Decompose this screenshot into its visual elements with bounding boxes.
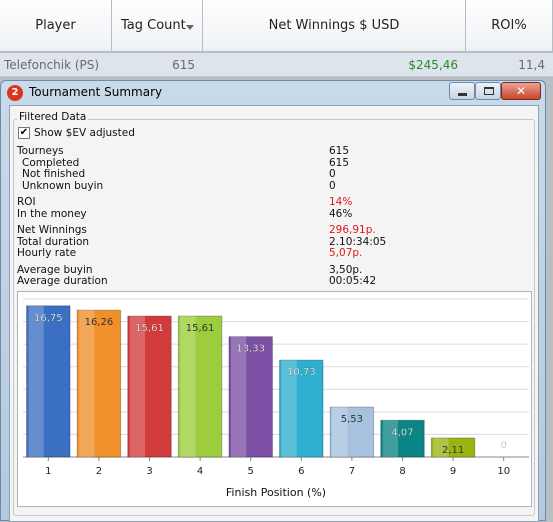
stat-label: Hourly rate bbox=[17, 247, 77, 259]
chart: 1 16,75 2 16,26 3 15,61 4 15,61 5 13,33 6 10,73 7 5,5… bbox=[17, 291, 532, 507]
stat-value: 46% bbox=[329, 207, 353, 220]
checkbox[interactable]: ✔ bbox=[18, 127, 30, 139]
stat-value: 0 bbox=[329, 168, 336, 180]
table-cell: 615 bbox=[172, 58, 195, 72]
bar-shine bbox=[433, 437, 449, 457]
column-header[interactable]: Net Winnings $ USD bbox=[203, 0, 466, 52]
x-tick-label: 6 bbox=[298, 466, 304, 477]
window-icon: 2 bbox=[7, 85, 23, 101]
x-tick-label: 2 bbox=[96, 466, 102, 477]
x-tick-label: 7 bbox=[349, 466, 355, 477]
group-box bbox=[13, 119, 535, 516]
value-label: 5,53 bbox=[341, 414, 363, 425]
x-tick-label: 3 bbox=[146, 466, 152, 477]
bar bbox=[430, 437, 476, 458]
table-cell: Telefonchik (PS) bbox=[4, 58, 100, 72]
stat-value: 14% bbox=[329, 196, 353, 208]
stat-label: Tourneys bbox=[17, 145, 64, 157]
stat-label: In the money bbox=[17, 207, 87, 220]
value-label: 4,07 bbox=[391, 427, 413, 438]
stat-label: Not finished bbox=[22, 168, 86, 180]
bar-shine bbox=[281, 360, 297, 457]
stat-label: Net Winnings bbox=[17, 224, 87, 236]
stat-value: 5,07р. bbox=[329, 247, 363, 259]
bar bbox=[26, 305, 71, 458]
bar-shine bbox=[382, 420, 398, 457]
value-label: 10,73 bbox=[287, 367, 316, 378]
bar-shine bbox=[79, 310, 95, 457]
table-cell: 11,4 bbox=[518, 58, 545, 72]
minimize-button[interactable] bbox=[449, 82, 475, 100]
stat-label: Average duration bbox=[17, 275, 108, 287]
value-label: 16,75 bbox=[34, 313, 63, 324]
stat-label: ROI bbox=[17, 196, 36, 208]
close-button[interactable]: ✕ bbox=[501, 82, 541, 100]
stat-value: 00:05:42 bbox=[329, 275, 377, 287]
value-label: 15,61 bbox=[135, 323, 164, 334]
bar bbox=[329, 406, 375, 458]
bar bbox=[380, 419, 425, 458]
tournament-summary-window: 2 Tournament Summary ✕ Filtered Data ✔ S… bbox=[0, 80, 546, 522]
bar bbox=[177, 315, 223, 458]
stat-value: 2.10:34:05 bbox=[329, 235, 387, 248]
stat-value: 615 bbox=[329, 156, 350, 169]
stat-value: 296,91р. bbox=[329, 224, 376, 236]
window-title: Tournament Summary bbox=[29, 85, 163, 99]
value-label: 0 bbox=[501, 440, 507, 451]
bar bbox=[127, 315, 172, 458]
stat-label: Completed bbox=[22, 156, 80, 169]
x-tick-label: 1 bbox=[45, 466, 51, 477]
stat-value: 3,50р. bbox=[329, 263, 363, 276]
x-axis-title: Finish Position (%) bbox=[226, 486, 326, 499]
bar-shine bbox=[129, 316, 145, 457]
row-background bbox=[0, 53, 553, 77]
sort-dropdown-arrow bbox=[186, 25, 194, 30]
value-label: 2,11 bbox=[442, 445, 464, 456]
stat-label: Average buyin bbox=[17, 263, 93, 276]
x-tick-label: 5 bbox=[248, 466, 254, 477]
x-tick-label: 9 bbox=[450, 466, 456, 477]
stat-value: 0 bbox=[329, 179, 336, 192]
bar-shine bbox=[180, 316, 196, 457]
x-tick-label: 10 bbox=[497, 466, 510, 477]
stat-label: Total duration bbox=[17, 235, 90, 248]
x-tick-label: 4 bbox=[197, 466, 203, 477]
maximize-button[interactable] bbox=[475, 82, 501, 100]
value-label: 15,61 bbox=[186, 323, 215, 334]
bar bbox=[228, 336, 273, 458]
stat-value: 615 bbox=[329, 145, 350, 157]
column-header[interactable]: Player bbox=[0, 0, 112, 52]
column-header[interactable]: ROI% bbox=[466, 0, 553, 52]
table-cell: $245,46 bbox=[408, 58, 458, 72]
bar-shine bbox=[230, 336, 247, 457]
stat-label: Unknown buyin bbox=[22, 179, 104, 192]
window-client: Filtered Data ✔ Show $EV adjusted Tourne… bbox=[9, 105, 539, 522]
x-tick-label: 8 bbox=[399, 466, 405, 477]
value-label: 16,26 bbox=[85, 317, 114, 328]
bar bbox=[76, 309, 122, 458]
checkbox-label[interactable]: Show $EV adjusted bbox=[34, 127, 135, 139]
bar-shine bbox=[28, 305, 44, 457]
group-title: Filtered Data bbox=[17, 111, 89, 123]
bar-shine bbox=[332, 407, 348, 457]
bar bbox=[279, 359, 324, 458]
value-label: 13,33 bbox=[236, 344, 265, 355]
